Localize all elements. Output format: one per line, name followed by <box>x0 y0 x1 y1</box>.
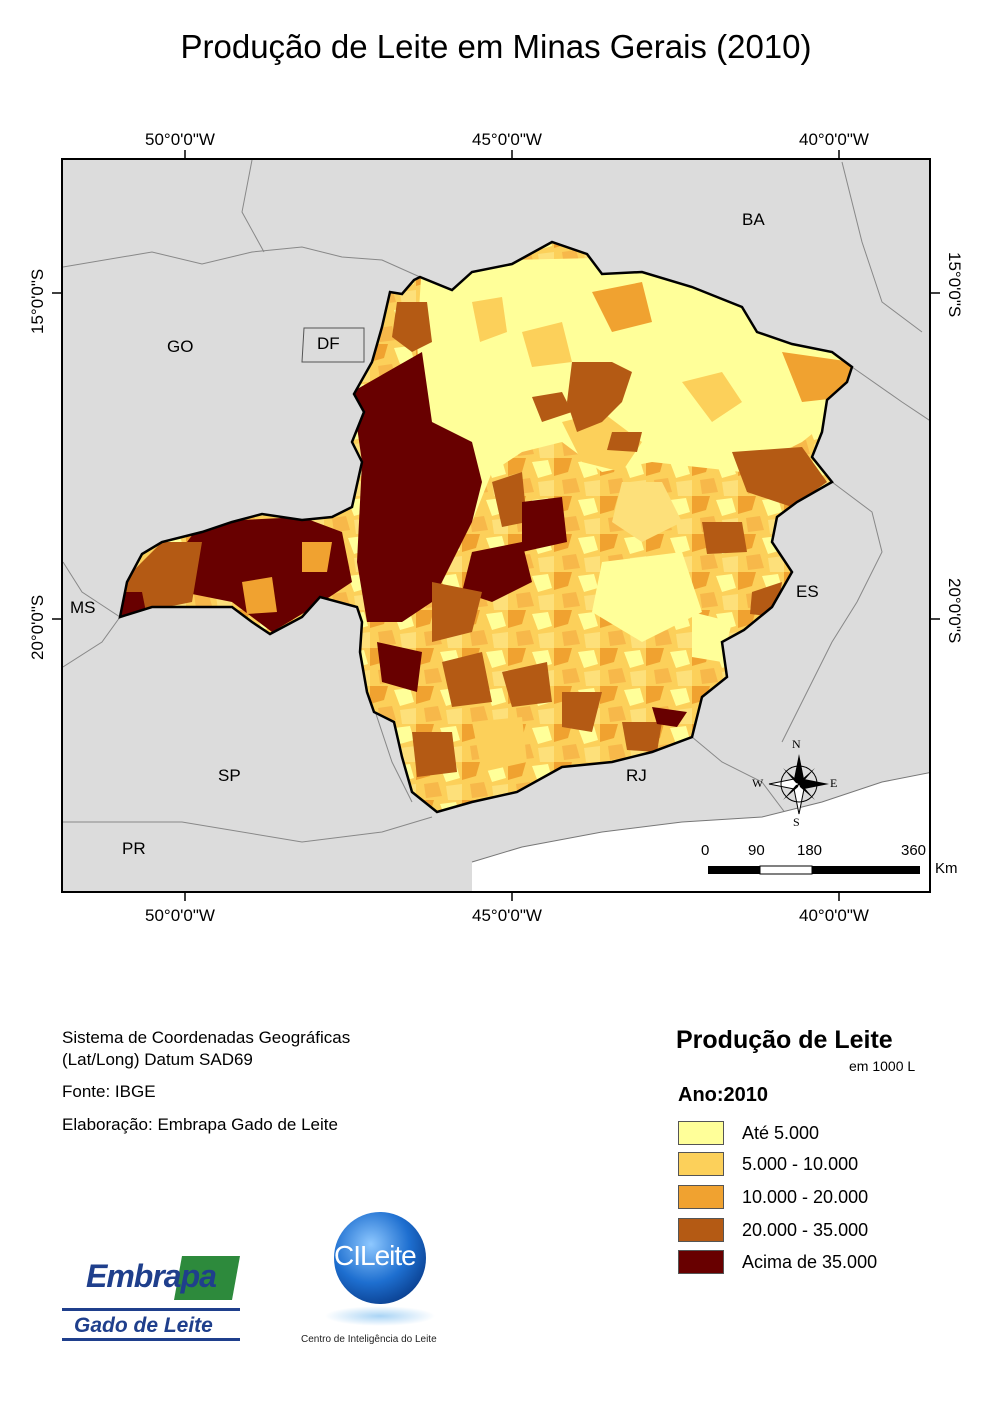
coordinate-system-line1: Sistema de Coordenadas Geográficas <box>62 1028 351 1047</box>
map-canvas <box>63 160 929 891</box>
state-label-df: DF <box>317 334 340 353</box>
compass-rose-icon <box>768 754 829 815</box>
state-label-ba: BA <box>742 210 765 229</box>
source-text: Fonte: IBGE <box>62 1082 156 1101</box>
scale-tick-90: 90 <box>748 842 765 859</box>
scale-unit: Km <box>935 860 958 877</box>
legend-swatch <box>678 1218 724 1242</box>
embrapa-logo-icon <box>62 1256 240 1341</box>
legend-label: Acima de 35.000 <box>742 1251 878 1272</box>
credit-text: Elaboração: Embrapa Gado de Leite <box>62 1115 338 1134</box>
cileite-subtitle: Centro de Inteligência do Leite <box>301 1334 437 1345</box>
cileite-logo-icon <box>325 1212 435 1326</box>
graticule-bottom-50w: 50°0'0"W <box>145 906 215 925</box>
scale-tick-360: 360 <box>901 842 927 859</box>
state-label-sp: SP <box>218 766 241 785</box>
compass-w: W <box>752 776 764 790</box>
legend-item: Até 5.000 <box>678 1120 819 1146</box>
compass-n: N <box>792 737 801 751</box>
legend-label: Até 5.000 <box>742 1122 820 1143</box>
scale-bar <box>708 865 920 875</box>
scale-tick-0: 0 <box>701 842 710 859</box>
legend-item: 5.000 - 10.000 <box>678 1151 858 1177</box>
minas-gerais-outline <box>118 240 854 814</box>
legend-swatch <box>678 1250 724 1274</box>
graticule-top-45w: 45°0'0"W <box>472 130 542 149</box>
graticule-top-40w: 40°0'0"W <box>799 130 869 149</box>
embrapa-name: Embrapa <box>86 1258 217 1294</box>
legend-subtitle: em 1000 L <box>849 1058 916 1074</box>
compass-s: S <box>793 815 800 829</box>
embrapa-logo: Embrapa Gado de Leite <box>62 1252 240 1342</box>
graticule-bottom-45w: 45°0'0"W <box>472 906 542 925</box>
graticule-bottom-40w: 40°0'0"W <box>799 906 869 925</box>
state-label-pr: PR <box>122 839 146 858</box>
legend-swatch <box>678 1121 724 1145</box>
legend-label: 20.000 - 35.000 <box>742 1219 869 1240</box>
cileite-logo: CILeite Centro de Inteligência do Leite <box>300 1212 460 1352</box>
legend-label: 10.000 - 20.000 <box>742 1186 869 1207</box>
state-label-go: GO <box>167 337 194 356</box>
legend-label: 5.000 - 10.000 <box>742 1153 859 1174</box>
legend-swatch <box>678 1185 724 1209</box>
legend-swatch <box>678 1152 724 1176</box>
state-label-rj: RJ <box>626 766 647 785</box>
legend-item: 10.000 - 20.000 <box>678 1184 868 1210</box>
state-label-es: ES <box>796 582 819 601</box>
graticule-top-50w: 50°0'0"W <box>145 130 215 149</box>
map-title: Produção de Leite em Minas Gerais (2010) <box>180 28 812 65</box>
coordinate-system-line2: (Lat/Long) Datum SAD69 <box>62 1050 253 1069</box>
compass-e: E <box>830 776 838 790</box>
legend-year: Ano:2010 <box>678 1084 769 1106</box>
legend-title: Produção de Leite <box>676 1026 893 1054</box>
state-label-ms: MS <box>70 598 96 617</box>
map-frame <box>61 158 931 893</box>
cileite-name: CILeite <box>334 1240 417 1271</box>
embrapa-subtitle: Gado de Leite <box>74 1314 213 1337</box>
scale-tick-180: 180 <box>797 842 823 859</box>
legend-item: Acima de 35.000 <box>678 1249 877 1275</box>
legend-item: 20.000 - 35.000 <box>678 1217 868 1243</box>
